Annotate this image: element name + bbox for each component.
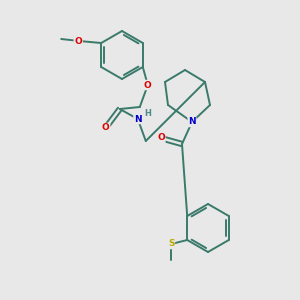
Text: N: N (134, 115, 142, 124)
Text: O: O (157, 134, 165, 142)
Text: S: S (168, 239, 175, 248)
Text: O: O (74, 37, 82, 46)
Text: N: N (188, 118, 196, 127)
Text: O: O (102, 124, 110, 133)
Text: O: O (144, 80, 152, 89)
Text: H: H (144, 110, 151, 118)
